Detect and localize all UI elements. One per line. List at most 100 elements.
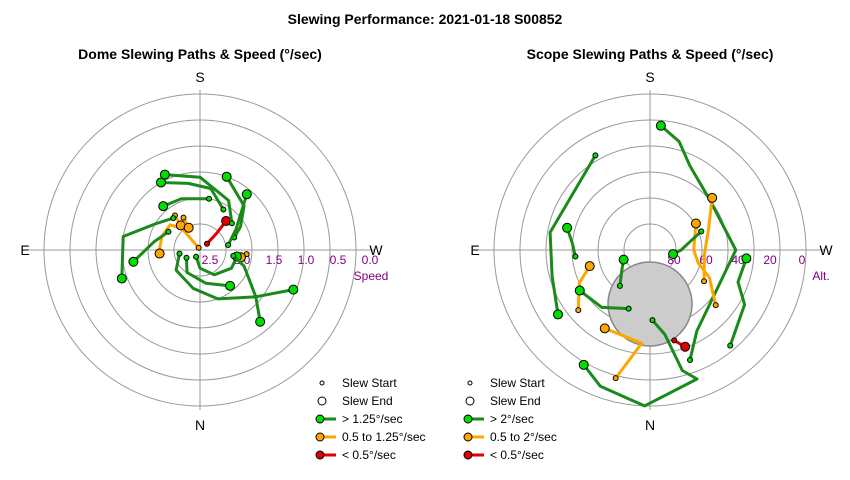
- scope-slew-path: [548, 153, 597, 316]
- scope-radial-axis-label: Alt.: [812, 269, 829, 283]
- dome-legend: Slew Start Slew End > 1.25°/sec 0.5 to 1.25…: [315, 376, 426, 462]
- dome-slew-start: [165, 228, 172, 235]
- dome-slew-start: [230, 252, 237, 259]
- dome-radial-tick: 1.5: [266, 253, 283, 267]
- dome-compass-left: E: [20, 242, 29, 258]
- scope-slew-start: [616, 282, 623, 289]
- dome-slew-path: [226, 192, 249, 247]
- scope-slew-path: [578, 289, 631, 311]
- dome-slew-end: [156, 177, 166, 188]
- dome-slew-path: [131, 230, 170, 264]
- scope-compass-right: W: [819, 242, 833, 258]
- scope-slew-end: [574, 285, 585, 296]
- dome-slew-end: [116, 273, 127, 284]
- scope-slew-end: [690, 218, 701, 229]
- dome-legend-label: > 1.25°/sec: [342, 412, 403, 426]
- dome-slew-end: [221, 171, 232, 182]
- scope-panel: Scope Slewing Paths & Speed (°/sec)SNE W8…: [463, 46, 833, 462]
- dome-compass-top: S: [195, 69, 204, 85]
- dome-legend-label: Slew Start: [342, 376, 397, 390]
- dome-slew-start: [220, 206, 227, 213]
- scope-title: Scope Slewing Paths & Speed (°/sec): [527, 46, 774, 62]
- dome-slew-end: [225, 280, 236, 291]
- dome-slew-end: [255, 316, 266, 327]
- dome-slew-path: [161, 197, 211, 208]
- dome-slew-start: [195, 244, 202, 251]
- dome-compass-right: W: [369, 242, 383, 258]
- scope-slew-start: [727, 342, 734, 349]
- scope-slew-end: [599, 323, 610, 334]
- dome-slew-path: [185, 256, 232, 288]
- dome-radial-axis-label: Speed: [354, 269, 389, 283]
- scope-legend-label: Slew Start: [490, 376, 545, 390]
- scope-legend-start-marker: [467, 380, 473, 386]
- scope-slew-path: [728, 256, 748, 348]
- scope-slew-end: [741, 253, 752, 264]
- scope-slew-end: [618, 254, 629, 265]
- dome-legend-start-marker: [319, 380, 325, 386]
- scope-legend-marker: [463, 432, 473, 442]
- dome-slew-start: [225, 242, 232, 249]
- scope-slew-path: [576, 264, 592, 312]
- dome-legend-label: Slew End: [342, 394, 393, 408]
- dome-slew-end: [159, 169, 170, 180]
- scope-legend: Slew Start Slew End > 2°/sec 0.5 to 2°/sec <…: [463, 376, 557, 462]
- dome-panel: Dome Slewing Paths & Speed (°/sec) S N E W 2.…: [20, 46, 425, 462]
- dome-slew-end: [241, 189, 252, 200]
- dome-slew-start: [170, 215, 177, 222]
- scope-legend-label: Slew End: [490, 394, 541, 408]
- scope-radial-tick: 0: [799, 253, 806, 267]
- scope-slew-end: [707, 192, 718, 203]
- scope-slew-end: [680, 341, 691, 352]
- dome-slew-start: [228, 220, 235, 227]
- dome-slew-start: [206, 195, 213, 202]
- dome-title: Dome Slewing Paths & Speed (°/sec): [78, 46, 322, 62]
- scope-legend-label: 0.5 to 2°/sec: [490, 430, 557, 444]
- scope-slew-start: [625, 305, 632, 312]
- scope-compass-bottom: N: [645, 417, 655, 433]
- dome-legend-marker: [315, 414, 325, 424]
- dome-slew-end: [154, 248, 165, 259]
- dome-slew-end: [128, 256, 139, 267]
- dome-slew-path: [194, 255, 239, 277]
- scope-legend-marker: [463, 450, 473, 460]
- scope-slew-path: [702, 196, 714, 283]
- scope-slew-start: [712, 302, 719, 309]
- scope-slew-end: [552, 309, 563, 320]
- scope-radial-tick: 60: [699, 253, 713, 267]
- dome-radial-tick: 2.5: [202, 253, 219, 267]
- dome-legend-label: < 0.5°/sec: [342, 448, 396, 462]
- scope-slew-start: [575, 307, 582, 314]
- dome-slew-path: [159, 181, 225, 211]
- scope-slew-start: [592, 152, 599, 159]
- scope-slew-path: [582, 318, 699, 408]
- figure-title: Slewing Performance: 2021-01-18 S00852: [288, 11, 563, 27]
- dome-radial-tick: 1.0: [298, 253, 315, 267]
- scope-slew-start: [687, 356, 694, 363]
- dome-slew-path: [163, 173, 234, 225]
- dome-slew-start: [176, 250, 183, 257]
- dome-slew-path: [120, 216, 175, 280]
- dome-radial-tick: 0.0: [362, 253, 379, 267]
- scope-radial-tick: 20: [763, 253, 777, 267]
- dome-legend-label: 0.5 to 1.25°/sec: [342, 430, 426, 444]
- dome-slew-end: [158, 201, 169, 212]
- scope-compass-left: E: [470, 242, 479, 258]
- scope-slew-start: [698, 228, 705, 235]
- scope-radial-tick: 40: [731, 253, 745, 267]
- scope-slew-end: [668, 249, 679, 260]
- scope-slew-path: [671, 229, 703, 256]
- dome-radial-tick: 0.5: [330, 253, 347, 267]
- dome-legend-end-marker: [317, 396, 327, 406]
- scope-slew-start: [612, 375, 619, 382]
- scope-legend-marker: [463, 414, 473, 424]
- scope-slew-path: [692, 222, 718, 307]
- dome-slew-start: [203, 240, 210, 247]
- dome-compass-bottom: N: [195, 417, 205, 433]
- dome-slew-start: [193, 253, 200, 260]
- scope-slew-start: [671, 337, 678, 344]
- scope-slew-start: [649, 317, 656, 324]
- dome-slew-start: [180, 214, 187, 221]
- scope-slew-path: [603, 326, 644, 380]
